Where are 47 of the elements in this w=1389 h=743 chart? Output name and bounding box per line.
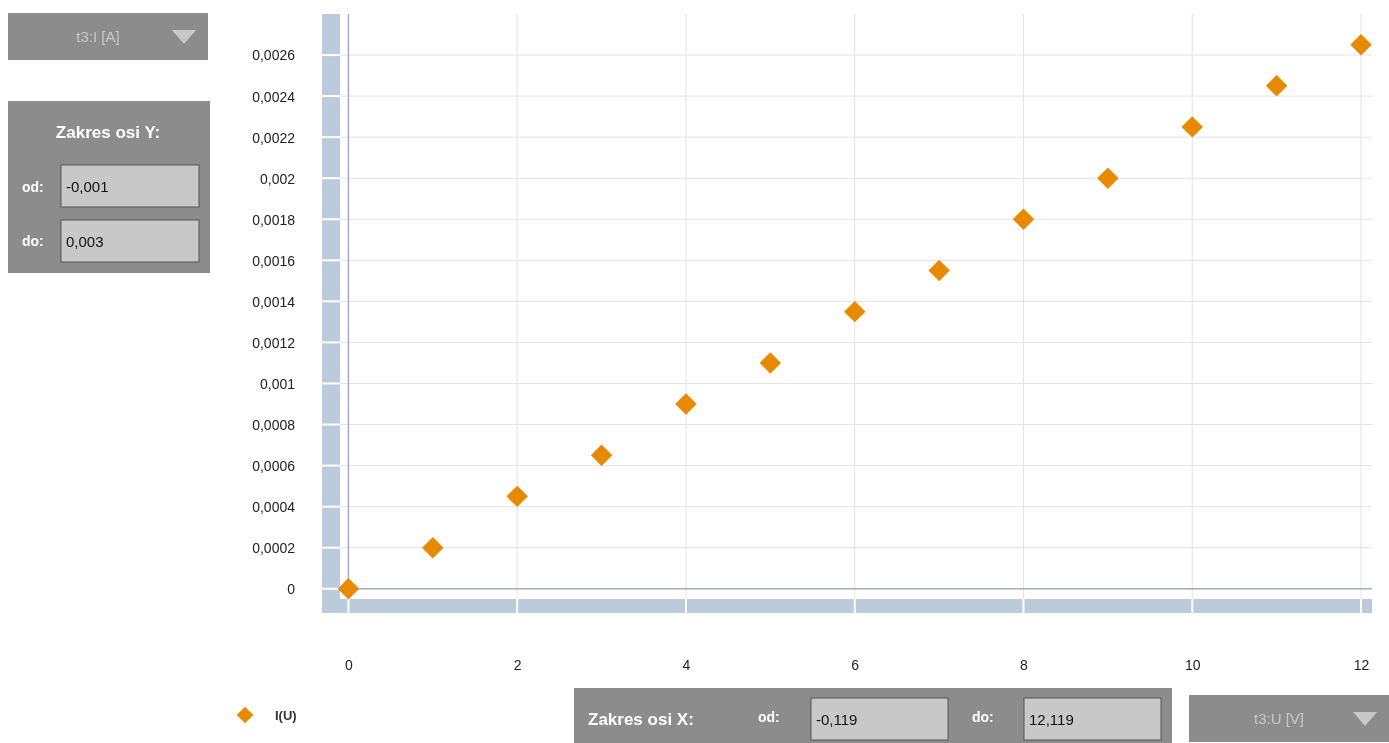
point: [1181, 116, 1203, 138]
text: od:: [758, 709, 780, 725]
text: do:: [972, 709, 994, 725]
y-tick-label: 0,0002: [252, 540, 296, 557]
point: [928, 259, 950, 282]
x-tick-label: 12: [1353, 656, 1370, 673]
x-tick-label: 6: [851, 656, 860, 673]
point: [506, 485, 528, 508]
point: [1265, 75, 1288, 97]
point: [759, 352, 782, 374]
y-tick-label: 0,0024: [252, 88, 296, 105]
y-tick-label: 0,002: [259, 170, 296, 187]
text: do:: [22, 233, 44, 249]
input-field: -0,001: [60, 164, 200, 208]
x-tick-label: 10: [1184, 656, 1201, 673]
point: [1350, 34, 1372, 56]
legend-label: I(U): [275, 707, 297, 723]
dropdown-field: t3:U [V]: [1189, 695, 1389, 742]
y-tick-label: 0,0026: [252, 47, 296, 64]
input-field: -0,119: [810, 697, 949, 741]
point: [675, 393, 697, 415]
y-tick-label: 0,0016: [252, 252, 296, 269]
point: [590, 444, 613, 467]
y-tick-label: 0,0014: [252, 293, 296, 310]
text: Zakres osi Y:: [55, 123, 161, 142]
x-tick-label: 8: [1020, 656, 1029, 673]
input-field: 0,003: [60, 219, 200, 263]
y-tick-label: 0,0008: [252, 416, 296, 433]
x-tick-label: 0: [345, 656, 354, 673]
input-field: 12,119: [1023, 697, 1162, 741]
dropdown-field: t3:I [A]: [8, 13, 208, 60]
x-tick-label: 4: [682, 656, 691, 673]
y-tick-label: 0: [287, 581, 296, 598]
x-tick-label: 2: [513, 656, 522, 673]
y-tick-label: 0,0012: [252, 334, 296, 351]
point: [1012, 208, 1035, 230]
y-tick-label: 0,0018: [252, 211, 296, 228]
y-tick-label: 0,0004: [252, 499, 296, 516]
y-tick-label: 0,0006: [252, 457, 296, 474]
y-tick-label: 0,001: [259, 375, 296, 392]
point: [337, 578, 360, 600]
point: [1097, 167, 1119, 189]
point: [422, 536, 444, 559]
text: Zakres osi X:: [588, 710, 694, 729]
y-tick-label: 0,0022: [252, 129, 296, 146]
point: [844, 300, 866, 323]
text: od:: [22, 179, 44, 195]
